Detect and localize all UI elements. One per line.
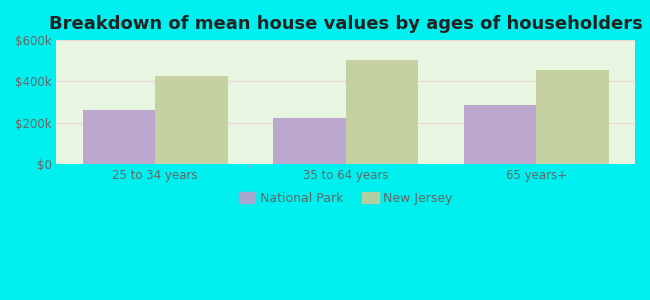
Bar: [155, 76, 228, 164]
Bar: [464, 105, 536, 164]
Bar: [83, 110, 155, 164]
Title: Breakdown of mean house values by ages of householders: Breakdown of mean house values by ages o…: [49, 15, 643, 33]
Bar: [536, 70, 608, 164]
Bar: [346, 60, 418, 164]
Bar: [274, 118, 346, 164]
Legend: National Park, New Jersey: National Park, New Jersey: [234, 187, 458, 210]
